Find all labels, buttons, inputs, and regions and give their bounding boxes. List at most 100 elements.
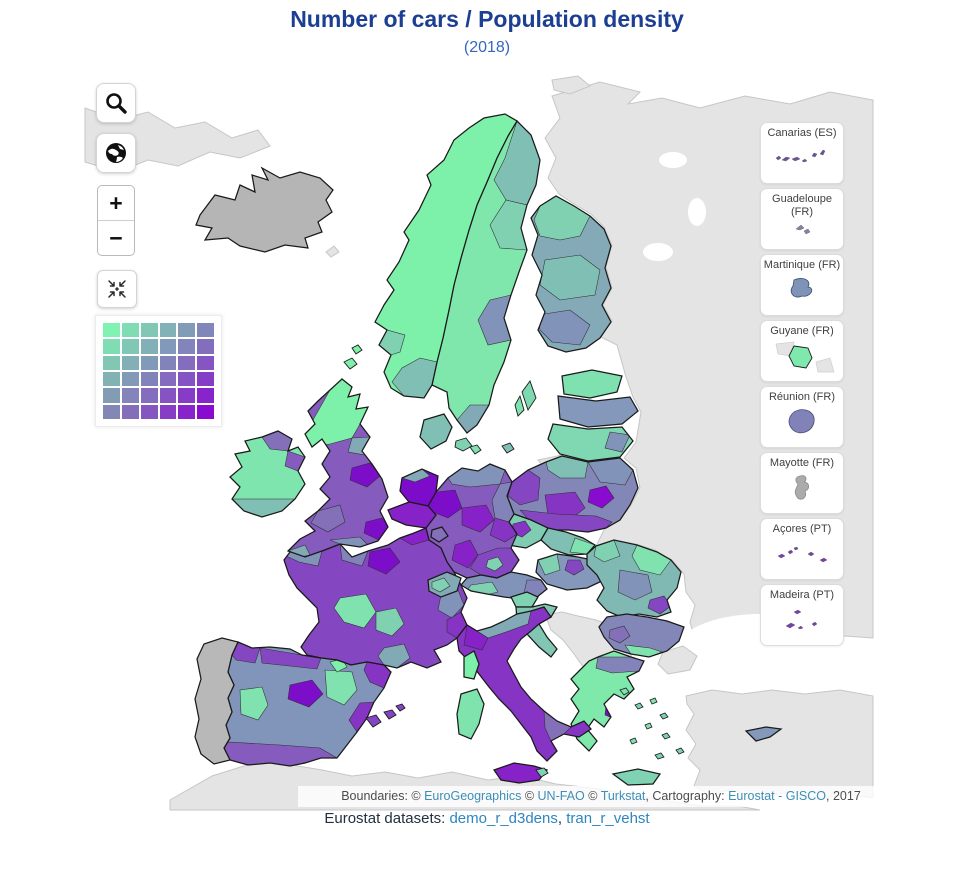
legend-cell[interactable] [197,371,214,387]
legend-cell[interactable] [103,355,120,370]
legend-cell[interactable] [178,388,196,403]
attribution-link[interactable]: demo_r_d3dens [449,810,558,827]
attribution-link[interactable]: tran_r_vehst [566,810,650,827]
legend-cell[interactable] [178,323,196,338]
legend-cell[interactable] [140,355,158,370]
legend-cell[interactable] [103,404,120,419]
legend-cell[interactable] [159,388,177,403]
legend-cell[interactable] [197,323,214,338]
region-patches-switzerland [431,577,451,593]
region-belgium[interactable] [387,501,437,529]
legend-cell[interactable] [140,323,158,338]
zoom-in-button[interactable]: + [109,189,123,216]
inset-label: Martinique (FR) [763,259,841,271]
globe-button[interactable] [96,133,136,173]
region-cyprus[interactable] [744,726,783,742]
region-sardinia[interactable] [456,688,485,740]
martinique-shape [790,278,813,298]
legend-cell[interactable] [121,355,139,370]
region-crete[interactable] [611,768,662,786]
inset-canarias[interactable]: Canarias (ES) [760,122,844,184]
legend-cell[interactable] [159,355,177,370]
page-subtitle: (2018) [463,39,511,56]
attribution-text: © [584,789,601,803]
mayotte-shape [794,475,810,500]
region-patches-finland [533,196,601,346]
collapse-arrows-icon [108,280,126,298]
legend-cell[interactable] [103,323,120,338]
faroe [325,245,340,258]
globe-icon [106,143,126,163]
aegean-islands [619,687,685,760]
region-balearics[interactable] [365,703,406,728]
inset-guadeloupe[interactable]: Guadeloupe (FR) [760,188,844,250]
legend-cell[interactable] [197,388,214,403]
region-estonia[interactable] [561,369,623,399]
bivariate-legend[interactable] [95,315,222,427]
small-islands [343,344,537,454]
reunion-shape [788,409,815,434]
region-patches-lithuania [604,431,631,453]
legend-cell[interactable] [159,339,177,354]
legend-cell[interactable] [121,339,139,354]
attribution-text: Boundaries: © [341,789,425,803]
legend-cell[interactable] [103,339,120,354]
fit-extent-button[interactable] [97,270,137,308]
region-iceland[interactable] [195,166,334,253]
legend-cell[interactable] [140,388,158,403]
boundaries-attribution: Boundaries: © EuroGeographics © UN-FAO ©… [298,786,904,807]
legend-cell[interactable] [103,371,120,387]
region-portugal[interactable] [194,637,239,765]
legend-cell[interactable] [140,371,158,387]
attribution-link[interactable]: Eurostat - GISCO [728,789,827,803]
legend-cell[interactable] [140,339,158,354]
legend-cell[interactable] [140,404,158,419]
attribution-link[interactable]: UN-FAO [537,789,585,803]
attribution-link[interactable]: Turkstat [600,789,646,803]
inset-label: Madeira (PT) [769,589,835,601]
legend-cell[interactable] [121,323,139,338]
legend-cell[interactable] [178,339,196,354]
region-patches-romania [593,540,672,615]
inset-madeira[interactable]: Madeira (PT) [760,584,844,646]
region-patches-norway [378,329,438,398]
legend-cell[interactable] [197,404,214,419]
turkey [685,689,874,801]
inset-label: Canarias (ES) [767,127,837,139]
legend-cell[interactable] [197,355,214,370]
turkey-european [657,645,698,675]
region-corsica[interactable] [463,650,480,680]
inset-martinique[interactable]: Martinique (FR) [760,254,844,316]
legend-cell[interactable] [197,339,214,354]
datasets-attribution: Eurostat datasets: demo_r_d3dens, tran_r… [0,810,974,827]
inset-mayotte[interactable]: Mayotte (FR) [760,452,844,514]
legend-cell[interactable] [159,404,177,419]
region-luxembourg[interactable] [430,526,449,543]
search-icon [106,93,127,114]
attribution-link[interactable]: EuroGeographics [424,789,522,803]
inset-label: Mayotte (FR) [769,457,835,469]
legend-cell[interactable] [121,388,139,403]
danish-islands [454,437,473,452]
zoom-control[interactable]: + − [97,185,135,256]
legend-cell[interactable] [121,404,139,419]
search-button[interactable] [96,83,136,123]
attribution-text: , [557,810,567,827]
region-denmark[interactable] [419,413,453,450]
zoom-out-button[interactable]: − [98,220,134,255]
region-patches-sweden [456,121,540,433]
inset-reunion[interactable]: Réunion (FR) [760,386,844,448]
svalbard [551,75,591,95]
inset-acores[interactable]: Açores (PT) [760,518,844,580]
legend-cell[interactable] [178,404,196,419]
legend-cell[interactable] [159,323,177,338]
legend-cell[interactable] [121,371,139,387]
region-latvia[interactable] [557,395,639,428]
legend-cell[interactable] [178,355,196,370]
legend-grid [103,323,214,419]
region-slovenia[interactable] [510,591,539,608]
legend-cell[interactable] [103,388,120,403]
legend-cell[interactable] [159,371,177,387]
legend-cell[interactable] [178,371,196,387]
inset-guyane[interactable]: Guyane (FR) [760,320,844,382]
